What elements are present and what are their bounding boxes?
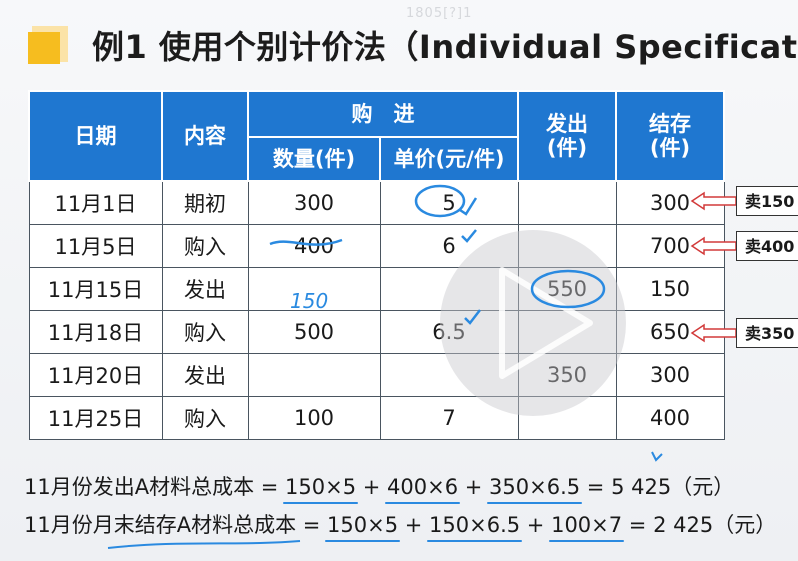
cell-issued [517, 310, 617, 354]
cell-quantity: 400 [247, 224, 381, 268]
cell-quantity: 100 [247, 396, 381, 440]
cell-date: 11月15日 [28, 267, 163, 311]
cell-balance: 300 [615, 353, 725, 397]
arrow-left-icon [690, 191, 737, 211]
formula-operator: + [520, 513, 552, 537]
header-unit-price: 单价(元/件) [379, 136, 519, 182]
table-row: 11月18日 购入 500 6.5 650 [28, 310, 725, 354]
cell-quantity [247, 267, 381, 311]
header-purchase: 购 进 [247, 90, 519, 138]
cell-date: 11月18日 [28, 310, 163, 354]
formula-term: 150×5 [325, 513, 401, 542]
side-tag-sell: 卖400 [736, 231, 798, 261]
table-row: 11月25日 购入 100 7 400 [28, 396, 725, 440]
cell-date: 11月1日 [28, 180, 163, 225]
formula-prefix: 11月份发出A材料总成本 = [24, 475, 286, 499]
watermark: 1805[?]1 [406, 6, 473, 21]
cell-quantity [247, 353, 381, 397]
video-play-button[interactable] [440, 230, 626, 416]
formula-term: 400×6 [385, 475, 461, 504]
cell-content: 发出 [161, 267, 249, 311]
header-quantity: 数量(件) [247, 136, 381, 182]
side-tag-sell: 卖350 [736, 318, 798, 348]
cell-issued [517, 396, 617, 440]
cell-issued [517, 180, 617, 225]
cell-quantity: 300 [247, 180, 381, 225]
cell-balance: 150 [615, 267, 725, 311]
table-row: 11月15日 发出 550 150 [28, 267, 725, 311]
cell-balance: 400 [615, 396, 725, 440]
table-row: 11月1日 期初 300 5 300 [28, 180, 725, 225]
formula-result: = 5 425（元） [580, 475, 735, 499]
cell-unit-price: 5 [379, 180, 519, 225]
cell-unit-price: 6 [379, 224, 519, 268]
title-bullet-icon [28, 26, 72, 70]
side-tag-sell: 卖150 [736, 186, 798, 216]
cell-content: 购入 [161, 224, 249, 268]
arrow-left-icon [690, 236, 737, 256]
cell-unit-price [379, 267, 519, 311]
ledger-table: 日期 内容 购 进 发出 (件) 结存 (件) 数量(件) 单价(元/件) 11… [28, 90, 725, 440]
cell-content: 购入 [161, 396, 249, 440]
table-row: 11月5日 购入 400 6 700 [28, 224, 725, 268]
formula-term: 350×6.5 [487, 475, 583, 504]
table-row: 11月20日 发出 350 300 [28, 353, 725, 397]
header-issued: 发出 (件) [517, 90, 617, 182]
cell-unit-price [379, 353, 519, 397]
formula-operator: + [356, 475, 388, 499]
cell-issued [517, 224, 617, 268]
formula-operator: + [458, 475, 490, 499]
cell-balance: 700 [615, 224, 725, 268]
play-icon [499, 267, 593, 379]
cell-quantity: 500 [247, 310, 381, 354]
cell-content: 发出 [161, 353, 249, 397]
formula-result: = 2 425（元） [622, 513, 777, 537]
header-balance: 结存 (件) [615, 90, 725, 182]
arrow-left-icon [690, 323, 737, 343]
cell-content: 期初 [161, 180, 249, 225]
formula-operator: + [398, 513, 430, 537]
cell-date: 11月5日 [28, 224, 163, 268]
slide-title: 例1 使用个别计价法（Individual Specificatio [92, 28, 798, 66]
cell-date: 11月25日 [28, 396, 163, 440]
cell-content: 购入 [161, 310, 249, 354]
formula-issued-cost: 11月份发出A材料总成本 = 150×5 + 400×6 + 350×6.5 =… [24, 471, 735, 504]
header-content: 内容 [161, 90, 249, 182]
cell-date: 11月20日 [28, 353, 163, 397]
formula-term: 100×7 [549, 513, 625, 542]
formula-term: 150×6.5 [427, 513, 523, 542]
cell-issued: 350 [517, 353, 617, 397]
cell-unit-price: 7 [379, 396, 519, 440]
header-date: 日期 [28, 90, 163, 182]
formula-term: 150×5 [283, 475, 359, 504]
formula-prefix: 11月份月末结存A材料总成本 = [24, 513, 328, 537]
formula-ending-balance-cost: 11月份月末结存A材料总成本 = 150×5 + 150×6.5 + 100×7… [24, 509, 777, 542]
